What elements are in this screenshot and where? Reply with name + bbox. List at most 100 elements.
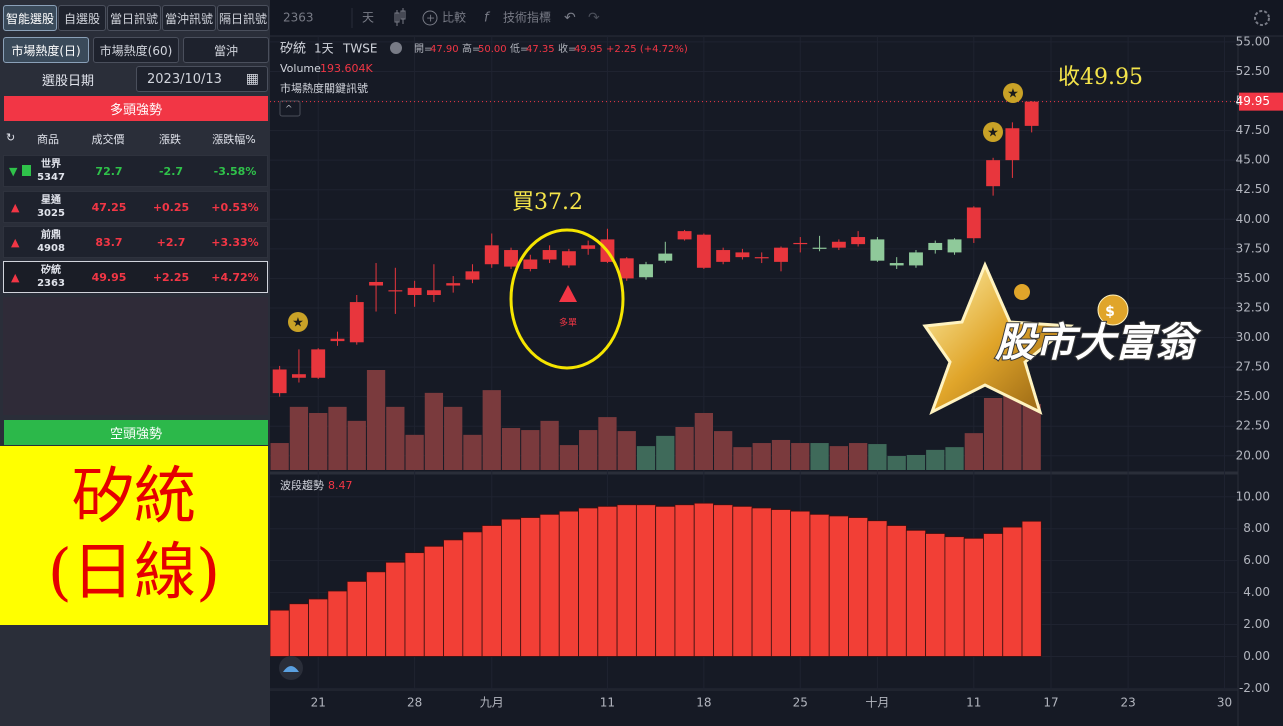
last-price-label: 49.95 <box>1236 94 1270 108</box>
tab[interactable]: 當日訊號 <box>107 5 161 31</box>
candle-body <box>407 287 422 295</box>
candle-body <box>465 271 480 280</box>
tab[interactable]: 智能選股 <box>3 5 57 31</box>
stock-code: 2363 <box>37 278 65 289</box>
candle-body <box>291 374 306 378</box>
candle-body <box>986 160 1001 187</box>
stock-name-text: 前鼎 <box>41 230 61 241</box>
y-tick-label: 47.50 <box>1236 123 1270 137</box>
y-tick-label: 37.50 <box>1236 241 1270 255</box>
candle-body <box>504 250 518 267</box>
date-input[interactable]: 2023/10/13 ▦ <box>136 66 268 92</box>
study-legend: 市場熱度關鍵訊號 <box>280 81 368 95</box>
candle-body <box>639 264 653 278</box>
stock-row[interactable]: ▼ 世界 5347 72.7 -2.7 -3.58% <box>3 155 268 187</box>
volume-bar <box>598 417 617 470</box>
stat-label: 開= <box>414 43 432 55</box>
svg-text:$: $ <box>1105 304 1115 320</box>
status-dot <box>390 42 402 54</box>
tab[interactable]: 隔日訊號 <box>217 5 269 31</box>
close-annotation: 收49.95 <box>1058 65 1143 90</box>
refresh-icon[interactable]: ↻ <box>6 131 16 144</box>
y-tick-label: 22.50 <box>1236 419 1270 433</box>
volume-bar <box>694 413 714 470</box>
volume-bar <box>810 443 829 470</box>
wave-bar <box>925 533 946 657</box>
volume-bar <box>752 443 771 470</box>
volume-bar <box>791 443 810 470</box>
volume-bar <box>771 439 791 470</box>
wave-bar <box>288 603 309 657</box>
signal-star: ★ <box>983 122 1003 142</box>
candle-body <box>774 247 788 262</box>
collapse-button[interactable] <box>279 100 301 117</box>
trend-icon: ▲ <box>11 235 20 249</box>
stock-row[interactable]: ▲ 星通 3025 47.25 +0.25 +0.53% <box>3 191 268 223</box>
interval-button[interactable]: 天 <box>362 11 374 25</box>
y-tick-label: 8.00 <box>1243 521 1270 535</box>
tab[interactable]: 當沖訊號 <box>162 5 216 31</box>
candle-body <box>928 242 943 251</box>
candle-body <box>966 207 981 239</box>
wave-bar <box>713 504 734 657</box>
stock-row[interactable]: ▲ 矽統 2363 49.95 +2.25 +4.72% <box>3 261 268 293</box>
candle-body <box>658 253 673 261</box>
x-tick-label: 21 <box>311 696 326 710</box>
candle-body <box>754 257 769 259</box>
overlay-label: 矽統 (日線) <box>0 446 268 625</box>
volume-bar <box>289 406 309 470</box>
fx-icon[interactable]: f <box>484 11 491 26</box>
volume-bar <box>675 426 694 470</box>
toolbar <box>270 0 1283 36</box>
volume-bar <box>463 434 482 470</box>
symbol[interactable]: 2363 <box>283 11 314 25</box>
compare-plus: + <box>426 12 435 25</box>
volume-legend: Volume <box>280 62 321 75</box>
candle-body <box>947 239 962 253</box>
wave-bar <box>346 581 367 657</box>
y-tick-label: 55.00 <box>1236 34 1270 48</box>
y-tick-label: 4.00 <box>1243 585 1270 599</box>
signal-label: 多單 <box>559 317 577 329</box>
candle-body <box>812 247 827 249</box>
undo[interactable]: ↶ <box>564 10 576 26</box>
wave-bar <box>693 502 714 657</box>
candle-body <box>870 239 885 261</box>
settings[interactable] <box>1254 10 1270 26</box>
wave-bar <box>809 513 830 657</box>
trend-icon: ▲ <box>11 200 20 214</box>
trend-icon: ▼ <box>9 164 18 178</box>
wave-bar <box>674 504 695 657</box>
wave-bar <box>366 571 387 657</box>
y-tick-label: 45.00 <box>1236 153 1270 167</box>
wave-bar <box>520 517 541 657</box>
change: +2.7 <box>156 235 186 249</box>
candle-icon[interactable] <box>394 8 406 26</box>
table-header: ↻ 商品 成交價 漲跌 漲跌幅% <box>3 124 268 152</box>
subtab[interactable]: 市場熱度(日) <box>3 37 89 63</box>
subtab[interactable]: 當沖 <box>183 37 269 63</box>
subtab[interactable]: 市場熱度(60) <box>93 37 179 63</box>
calendar-icon[interactable]: ▦ <box>245 71 259 87</box>
candle-body <box>831 241 846 248</box>
redo[interactable]: ↷ <box>588 10 600 26</box>
buy-annotation: 買37.2 <box>512 190 583 215</box>
volume-value: 193.604K <box>320 62 373 75</box>
compare-button[interactable]: 比較 <box>442 10 466 25</box>
change: -2.7 <box>158 164 184 178</box>
tab[interactable]: 自選股 <box>58 5 106 31</box>
stock-name: 星通 3025 <box>26 192 76 222</box>
stock-row[interactable]: ▲ 前鼎 4908 83.7 +2.7 +3.33% <box>3 226 268 258</box>
volume-bar <box>328 406 347 470</box>
wave-bar <box>828 515 849 657</box>
wave-bar <box>905 529 927 657</box>
indicators-button[interactable]: 技術指標 <box>503 10 551 25</box>
compare-icon[interactable] <box>422 10 438 26</box>
candle-body <box>716 250 731 262</box>
candle-body <box>909 252 923 266</box>
stat-label: 收= <box>558 42 576 55</box>
wave-bar <box>462 531 483 657</box>
stat-label: 高= <box>462 42 480 55</box>
